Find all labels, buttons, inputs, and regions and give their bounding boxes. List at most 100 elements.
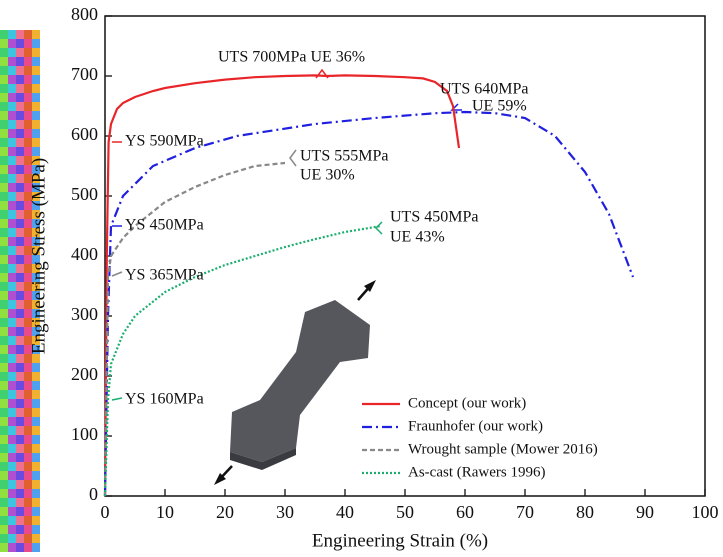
micrograph-grain <box>8 462 16 471</box>
micrograph-grain <box>8 138 16 147</box>
micrograph-grain <box>16 309 24 318</box>
chart: Engineering Strain (%) Engineering Stres… <box>0 0 723 557</box>
x-tick-label: 60 <box>456 502 474 522</box>
micrograph-grain <box>8 75 16 84</box>
micrograph-grain <box>32 138 40 147</box>
micrograph-grain <box>8 435 16 444</box>
micrograph-grain <box>0 156 8 165</box>
micrograph-grain <box>24 525 32 534</box>
micrograph-grain <box>32 525 40 534</box>
micrograph-grain <box>16 39 24 48</box>
micrograph-grain <box>0 516 8 525</box>
micrograph-grain <box>0 84 8 93</box>
micrograph-grain <box>24 426 32 435</box>
micrograph-grain <box>24 354 32 363</box>
micrograph-grain <box>32 453 40 462</box>
micrograph-grain <box>8 219 16 228</box>
y-axis-title: Engineering Stress (MPa) <box>28 158 49 354</box>
y-tick-label: 300 <box>71 304 98 324</box>
annotation: YS 450MPa <box>125 217 204 234</box>
micrograph-grain <box>0 201 8 210</box>
legend-label: Wrought sample (Mower 2016) <box>408 441 598 457</box>
micrograph-grain <box>32 426 40 435</box>
micrograph-grain <box>24 30 32 39</box>
micrograph-grain <box>32 354 40 363</box>
micrograph-grain <box>0 498 8 507</box>
micrograph-grain <box>16 192 24 201</box>
micrograph-grain <box>16 111 24 120</box>
x-tick-label: 20 <box>216 502 234 522</box>
x-tick-label: 70 <box>516 502 534 522</box>
micrograph-grain <box>32 372 40 381</box>
micrograph-grain <box>0 66 8 75</box>
micrograph-grain <box>24 147 32 156</box>
micrograph-grain <box>16 543 24 552</box>
micrograph-grain <box>8 426 16 435</box>
micrograph-grain <box>0 372 8 381</box>
micrograph-grain <box>32 498 40 507</box>
micrograph-grain <box>8 237 16 246</box>
micrograph-grain <box>8 336 16 345</box>
series-line <box>105 112 633 496</box>
micrograph-grain <box>0 75 8 84</box>
micrograph-grain <box>0 237 8 246</box>
micrograph-grain <box>16 426 24 435</box>
micrograph-grain <box>16 273 24 282</box>
annotation: UTS 640MPa <box>440 81 528 98</box>
micrograph-grain <box>24 39 32 48</box>
annotation: UE 30% <box>300 167 355 184</box>
micrograph-grain <box>8 192 16 201</box>
micrograph-grain <box>24 363 32 372</box>
micrograph-grain <box>8 201 16 210</box>
micrograph-grain <box>0 174 8 183</box>
micrograph-grain <box>8 309 16 318</box>
micrograph-grain <box>32 408 40 417</box>
micrograph-grain <box>0 309 8 318</box>
annotation: YS 160MPa <box>125 391 204 408</box>
micrograph-grain <box>0 543 8 552</box>
micrograph-grain <box>32 435 40 444</box>
y-tick-label: 700 <box>71 64 98 84</box>
x-axis-title: Engineering Strain (%) <box>312 530 488 551</box>
micrograph-grain <box>24 390 32 399</box>
annotation: YS 590MPa <box>125 133 204 150</box>
micrograph-grain <box>32 147 40 156</box>
micrograph-grain <box>24 57 32 66</box>
x-tick-label: 30 <box>276 502 294 522</box>
micrograph-grain <box>0 30 8 39</box>
micrograph-grain <box>0 93 8 102</box>
micrograph-grain <box>32 102 40 111</box>
micrograph-grain <box>0 147 8 156</box>
micrograph-grain <box>0 390 8 399</box>
micrograph-grain <box>16 282 24 291</box>
micrograph-grain <box>16 435 24 444</box>
micrograph-grain <box>16 93 24 102</box>
micrograph-grain <box>16 183 24 192</box>
annotation: UTS 450MPa <box>390 209 478 226</box>
micrograph-grain <box>16 255 24 264</box>
micrograph-grain <box>24 453 32 462</box>
micrograph-grain <box>0 255 8 264</box>
micrograph-grain <box>32 462 40 471</box>
micrograph-grain <box>16 399 24 408</box>
micrograph-grain <box>0 471 8 480</box>
micrograph-grain <box>8 471 16 480</box>
plot-frame <box>105 16 705 496</box>
micrograph-grain <box>8 93 16 102</box>
micrograph-grain <box>16 345 24 354</box>
micrograph-grain <box>8 174 16 183</box>
micrograph-grain <box>8 165 16 174</box>
micrograph-grain <box>8 210 16 219</box>
micrograph-grain <box>16 165 24 174</box>
micrograph-grain <box>32 444 40 453</box>
micrograph-grain <box>24 129 32 138</box>
micrograph-grain <box>8 489 16 498</box>
micrograph-grain <box>0 183 8 192</box>
micrograph-grain <box>8 498 16 507</box>
legend-label: Concept (our work) <box>408 395 526 411</box>
micrograph-grain <box>8 399 16 408</box>
micrograph-grain <box>0 354 8 363</box>
micrograph-grain <box>0 363 8 372</box>
micrograph-grain <box>16 291 24 300</box>
micrograph-grain <box>16 408 24 417</box>
